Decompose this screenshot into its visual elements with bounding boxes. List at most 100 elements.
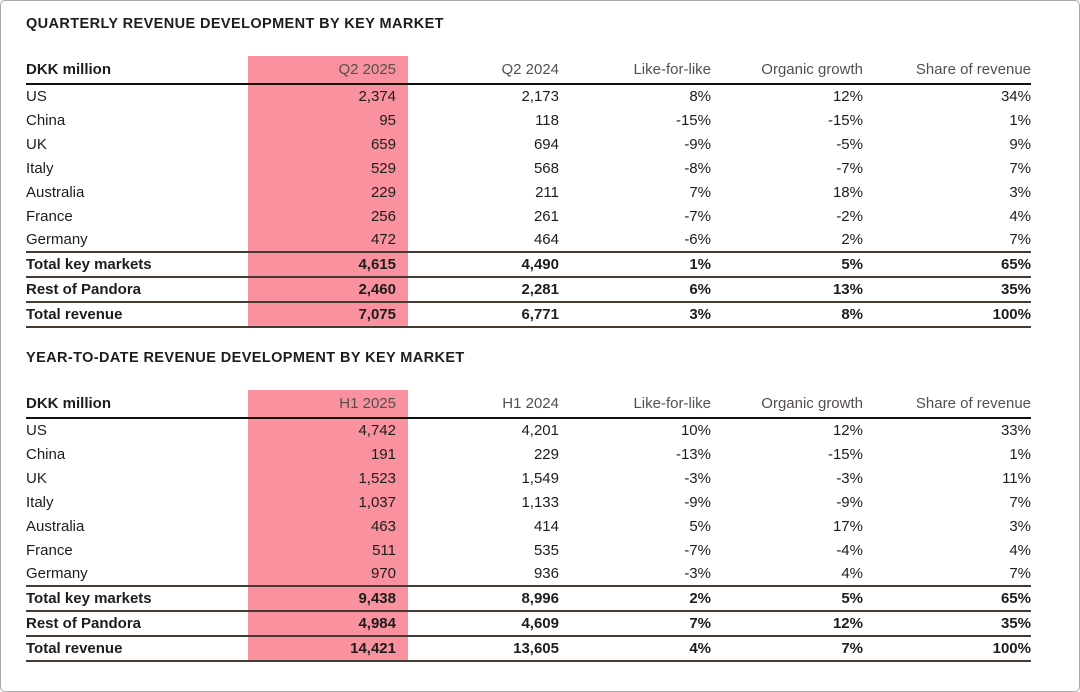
cell-share-of-revenue: 7% [1009,493,1031,511]
cell-organic-growth: 8% [711,301,863,328]
cell-like-for-like: -9% [684,493,711,511]
cell-organic-growth: -15% [827,111,863,129]
cell-current-period: 4,615 [248,251,408,277]
quarterly-table-title: QUARTERLY REVENUE DEVELOPMENT BY KEY MAR… [26,16,444,32]
cell-market: France [26,541,73,559]
cell-share-of-revenue: 4% [1009,541,1031,559]
cell-current-period: 1,523 [248,466,408,490]
cell-current-period: 463 [248,514,408,538]
cell-like-for-like: -6% [684,231,711,248]
cell-share-of-revenue: 9% [1009,135,1031,153]
cell-like-for-like: -13% [675,445,711,463]
cell-prior-period: 535 [533,541,559,559]
cell-current-period: 4,984 [248,610,408,636]
ytd-table-title: YEAR-TO-DATE REVENUE DEVELOPMENT BY KEY … [26,350,465,366]
cell-market: US [26,88,47,105]
cell-like-for-like: -9% [684,135,711,153]
cell-prior-period: 4,201 [521,422,559,439]
table-row-china: China 191 229 -13% -15% 1% [26,442,1031,466]
col-header-q2-2024: Q2 2024 [408,56,559,85]
cell-like-for-like: 6% [559,276,711,302]
cell-current-period: 529 [248,156,408,180]
cell-organic-growth: -15% [827,445,863,463]
cell-prior-period: 229 [533,445,559,463]
cell-market: Total key markets [26,251,248,277]
col-header-organic-growth: Organic growth [711,56,863,85]
cell-like-for-like: 7% [689,183,711,201]
table-row-australia: Australia 463 414 5% 17% 3% [26,514,1031,538]
cell-share-of-revenue: 65% [863,251,1031,277]
cell-organic-growth: -4% [836,541,863,559]
cell-share-of-revenue: 3% [1009,517,1031,535]
cell-organic-growth: -3% [836,469,863,487]
cell-market: Italy [26,493,54,511]
cell-like-for-like: -3% [684,565,711,582]
cell-organic-growth: 12% [832,88,863,105]
cell-prior-period: 1,549 [521,469,559,487]
cell-market: Rest of Pandora [26,610,248,636]
cell-organic-growth: -2% [836,207,863,225]
cell-market: Germany [26,231,88,248]
cell-share-of-revenue: 4% [1009,207,1031,225]
col-header-dkk-million: DKK million [26,56,248,85]
cell-prior-period: 8,996 [408,585,559,611]
table-row-australia: Australia 229 211 7% 18% 3% [26,180,1031,204]
cell-like-for-like: -8% [684,159,711,177]
cell-market: Australia [26,517,85,535]
cell-market: US [26,422,47,439]
cell-market: UK [26,469,47,487]
table-row-italy: Italy 529 568 -8% -7% 7% [26,156,1031,180]
cell-organic-growth: -9% [836,493,863,511]
cell-organic-growth: 2% [841,231,863,248]
cell-market: Germany [26,565,88,582]
cell-share-of-revenue: 65% [863,585,1031,611]
cell-current-period: 191 [248,442,408,466]
cell-share-of-revenue: 35% [863,276,1031,302]
cell-like-for-like: 5% [689,517,711,535]
cell-current-period: 95 [248,108,408,132]
cell-organic-growth: -7% [836,159,863,177]
cell-share-of-revenue: 33% [1000,422,1031,439]
table-row-uk: UK 1,523 1,549 -3% -3% 11% [26,466,1031,490]
cell-share-of-revenue: 11% [1002,469,1031,487]
cell-organic-growth: 17% [832,517,863,535]
col-header-organic-growth: Organic growth [711,390,863,419]
cell-share-of-revenue: 7% [1009,159,1031,177]
cell-share-of-revenue: 35% [863,610,1031,636]
cell-like-for-like: -7% [684,207,711,225]
cell-market: China [26,445,66,463]
cell-prior-period: 694 [533,135,559,153]
cell-current-period: 2,374 [248,84,408,108]
cell-prior-period: 2,173 [521,88,559,105]
col-header-h1-2025: H1 2025 [248,390,408,419]
cell-market: Rest of Pandora [26,276,248,302]
cell-prior-period: 568 [533,159,559,177]
cell-share-of-revenue: 1% [1009,445,1031,463]
cell-organic-growth: 12% [832,422,863,439]
cell-like-for-like: 3% [559,301,711,328]
cell-organic-growth: 12% [711,610,863,636]
table-row-us: US 2,374 2,173 8% 12% 34% [26,84,1031,108]
cell-market: France [26,207,73,225]
cell-current-period: 9,438 [248,585,408,611]
cell-share-of-revenue: 1% [1009,111,1031,129]
cell-like-for-like: -3% [684,469,711,487]
cell-like-for-like: 8% [689,88,711,105]
table-row-uk: UK 659 694 -9% -5% 9% [26,132,1031,156]
cell-like-for-like: -15% [675,111,711,129]
header-row: DKK million Q2 2025 Q2 2024 Like-for-lik… [26,56,1031,85]
cell-like-for-like: 7% [559,610,711,636]
cell-organic-growth: 13% [711,276,863,302]
quarterly-revenue-table: DKK million Q2 2025 Q2 2024 Like-for-lik… [26,56,1031,328]
cell-like-for-like: -7% [684,541,711,559]
ytd-revenue-table: DKK million H1 2025 H1 2024 Like-for-lik… [26,390,1031,662]
cell-like-for-like: 4% [559,635,711,662]
cell-market: Total revenue [26,301,248,328]
cell-market: Italy [26,159,54,177]
cell-current-period: 7,075 [248,301,408,328]
cell-like-for-like: 2% [559,585,711,611]
cell-prior-period: 2,281 [408,276,559,302]
cell-current-period: 229 [248,180,408,204]
table-row-china: China 95 118 -15% -15% 1% [26,108,1031,132]
